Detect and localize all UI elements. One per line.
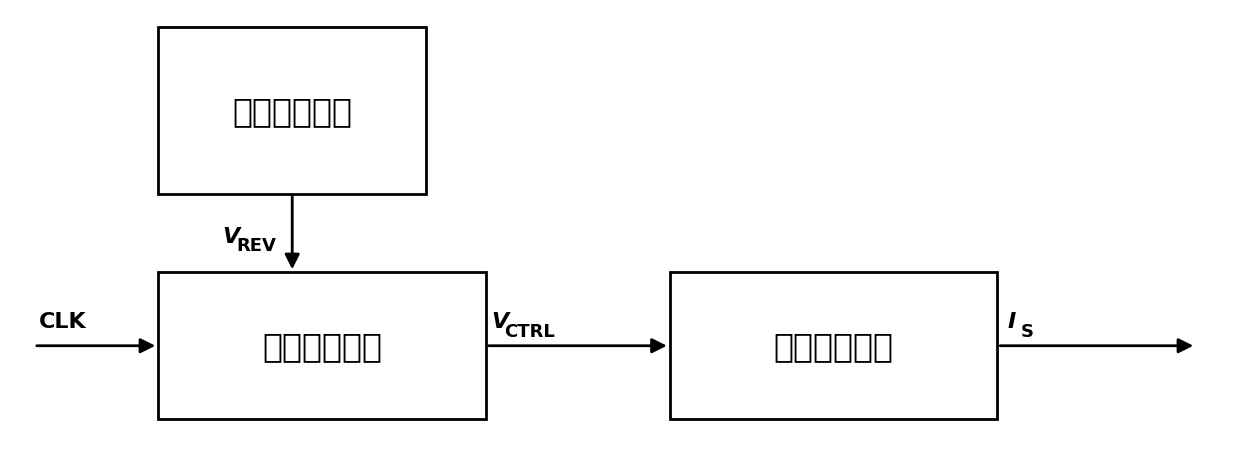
Text: V: V bbox=[223, 226, 239, 246]
Text: 逻辑控制模块: 逻辑控制模块 bbox=[262, 330, 382, 363]
Text: CLK: CLK bbox=[38, 311, 87, 331]
Text: 斜坡补偿电路: 斜坡补偿电路 bbox=[774, 330, 894, 363]
Bar bbox=[159, 28, 427, 194]
Text: I: I bbox=[1007, 311, 1016, 331]
Bar bbox=[670, 272, 997, 419]
Text: S: S bbox=[1021, 322, 1034, 340]
Text: CTRL: CTRL bbox=[505, 322, 556, 340]
Bar bbox=[159, 272, 486, 419]
Text: REV: REV bbox=[236, 237, 277, 255]
Text: V: V bbox=[491, 311, 508, 331]
Text: 反流检测模块: 反流检测模块 bbox=[232, 94, 352, 127]
